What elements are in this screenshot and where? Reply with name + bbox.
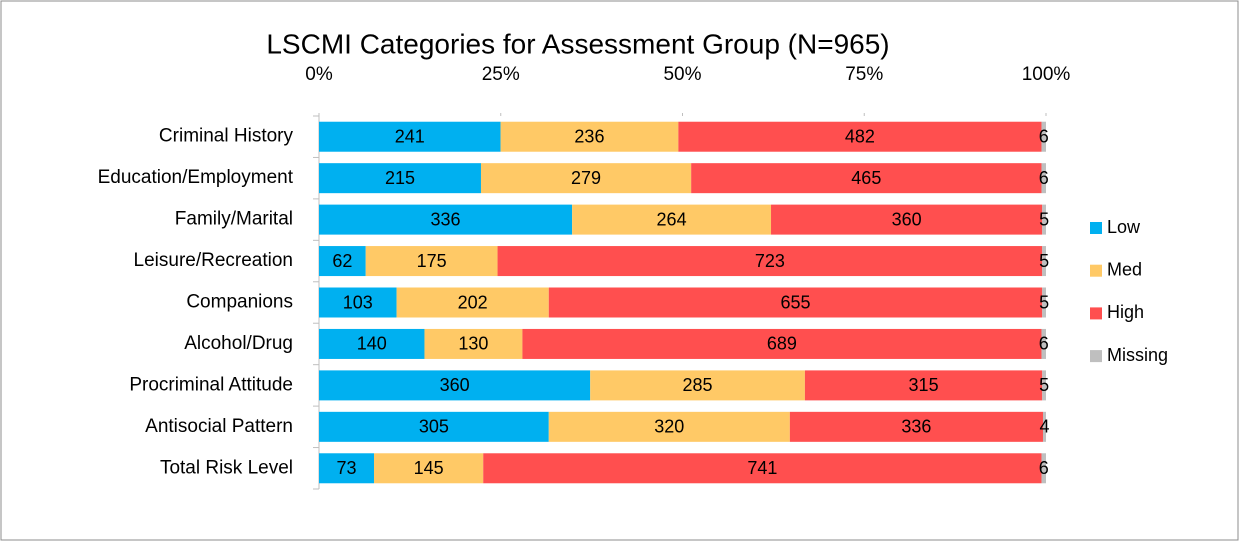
data-label: 241 (395, 126, 425, 146)
y-tick-label: Companions (186, 292, 293, 313)
data-label: 482 (845, 126, 875, 146)
data-label: 215 (385, 168, 415, 188)
y-tick-label: Procriminal Attitude (129, 374, 293, 395)
bar-segment (548, 411, 790, 442)
data-label: 336 (431, 209, 461, 229)
data-label: 315 (909, 375, 939, 395)
bar-segment (789, 411, 1043, 442)
legend-swatch (1090, 350, 1102, 363)
data-label: 73 (336, 458, 356, 478)
bar-segment (1041, 328, 1046, 359)
bar-segment (319, 411, 549, 442)
data-label: 723 (755, 251, 785, 271)
data-label: 6 (1039, 126, 1049, 146)
x-tick-label: 0% (305, 64, 333, 85)
bar-segment (319, 246, 366, 277)
data-label: 5 (1039, 209, 1049, 229)
bar-segment (319, 370, 591, 401)
bar-segment (804, 370, 1043, 401)
data-label: 689 (767, 334, 797, 354)
bar-segment (500, 121, 679, 152)
y-tick-label: Total Risk Level (160, 457, 293, 478)
y-tick-label: Alcohol/Drug (184, 333, 293, 354)
x-tick-label: 75% (845, 64, 883, 85)
bar-segment (1042, 246, 1046, 277)
data-label: 741 (747, 458, 777, 478)
data-label: 236 (574, 126, 604, 146)
data-label: 336 (901, 417, 931, 437)
bar-segment (319, 287, 397, 318)
bar-segment (424, 328, 523, 359)
bar-segment (319, 163, 481, 194)
data-label: 103 (343, 292, 373, 312)
bar-segment (373, 453, 484, 484)
bar-segment (691, 163, 1042, 194)
data-label: 305 (419, 417, 449, 437)
legend-label: Low (1107, 217, 1141, 237)
x-tick-label: 25% (482, 64, 520, 85)
data-label: 62 (332, 251, 352, 271)
bar-segment (590, 370, 805, 401)
data-label: 655 (780, 292, 810, 312)
data-label: 130 (458, 334, 488, 354)
bar-segment (1042, 204, 1046, 235)
legend-label: Missing (1107, 345, 1168, 365)
legend-swatch (1090, 222, 1102, 234)
legend-swatch (1090, 307, 1102, 320)
data-label: 465 (851, 168, 881, 188)
bar-segment (1042, 370, 1046, 401)
bar-segment (319, 204, 573, 235)
x-tick-label: 50% (663, 64, 701, 85)
bar-segment (771, 204, 1043, 235)
x-tick-label: 100% (1022, 64, 1071, 85)
bar-segment (319, 453, 374, 484)
data-label: 5 (1039, 251, 1049, 271)
y-tick-label: Leisure/Recreation (134, 250, 293, 271)
data-label: 4 (1039, 417, 1049, 437)
bar-segment (319, 121, 501, 152)
data-label: 5 (1039, 375, 1049, 395)
data-label: 202 (458, 292, 488, 312)
bar-segment (480, 163, 692, 194)
data-label: 360 (440, 375, 470, 395)
bar-segment (678, 121, 1042, 152)
legend-label: High (1107, 302, 1144, 322)
legend-swatch (1090, 264, 1102, 277)
chart-title: LSCMI Categories for Assessment Group (N… (266, 28, 889, 59)
data-label: 6 (1039, 168, 1049, 188)
bar-segment (319, 328, 425, 359)
bar-segment (1041, 163, 1046, 194)
legend-label: Med (1107, 259, 1142, 279)
bar-segment (522, 328, 1042, 359)
bar-segment (572, 204, 772, 235)
y-tick-label: Education/Employment (98, 167, 294, 188)
data-label: 6 (1039, 458, 1049, 478)
y-tick-label: Family/Marital (175, 209, 293, 230)
y-tick-label: Antisocial Pattern (145, 416, 293, 437)
bar-segment (1041, 121, 1046, 152)
bar-segment (1042, 411, 1046, 442)
data-label: 175 (417, 251, 447, 271)
bar-segment (548, 287, 1043, 318)
y-tick-label: Criminal History (159, 126, 294, 147)
data-label: 5 (1039, 292, 1049, 312)
bar-segment (396, 287, 549, 318)
data-label: 140 (357, 334, 387, 354)
data-label: 6 (1039, 334, 1049, 354)
data-label: 279 (571, 168, 601, 188)
bar-segment (497, 246, 1043, 277)
data-label: 285 (683, 375, 713, 395)
data-label: 360 (892, 209, 922, 229)
bar-segment (1041, 453, 1046, 484)
data-label: 264 (657, 209, 687, 229)
bar-segment (1042, 287, 1046, 318)
bar-segment (365, 246, 498, 277)
data-label: 320 (654, 417, 684, 437)
data-label: 145 (414, 458, 444, 478)
bar-segment (483, 453, 1042, 484)
